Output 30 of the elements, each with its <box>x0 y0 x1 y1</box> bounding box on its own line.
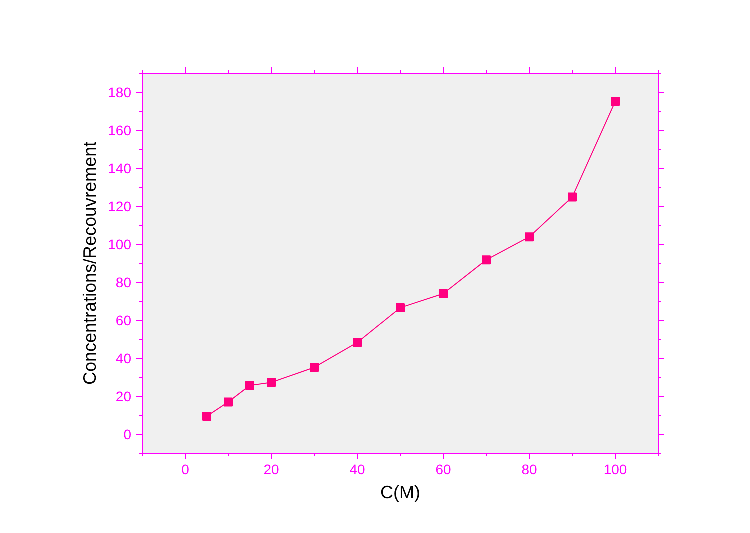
x-tick-label: 40 <box>350 462 366 478</box>
x-axis-title: C(M) <box>380 482 420 502</box>
y-axis-title: Concentrations/Recouvrement <box>80 142 100 386</box>
y-tick-label: 100 <box>108 236 132 252</box>
point <box>611 97 620 106</box>
x-tick-label: 80 <box>522 462 538 478</box>
point <box>482 256 491 265</box>
point <box>396 303 405 312</box>
point <box>267 378 276 388</box>
point <box>224 398 233 407</box>
point <box>439 289 448 298</box>
x-tick-label: 20 <box>264 462 280 478</box>
point <box>525 232 534 242</box>
point <box>310 363 319 372</box>
x-tick-label: 100 <box>604 462 628 478</box>
y-tick-label: 160 <box>108 122 132 138</box>
y-tick-label: 120 <box>108 198 132 214</box>
x-tick-label: 0 <box>182 462 190 478</box>
point <box>246 381 254 390</box>
y-tick-label: 20 <box>116 388 132 404</box>
point <box>202 412 212 421</box>
point <box>568 192 577 202</box>
y-tick-label: 60 <box>116 312 132 328</box>
y-tick-label: 0 <box>124 426 132 442</box>
y-tick-label: 180 <box>108 84 132 100</box>
point <box>353 338 362 348</box>
x-tick-label: 60 <box>436 462 452 478</box>
y-tick-label: 40 <box>116 350 132 366</box>
y-tick-label: 140 <box>108 160 132 176</box>
y-tick-label: 80 <box>116 274 132 290</box>
